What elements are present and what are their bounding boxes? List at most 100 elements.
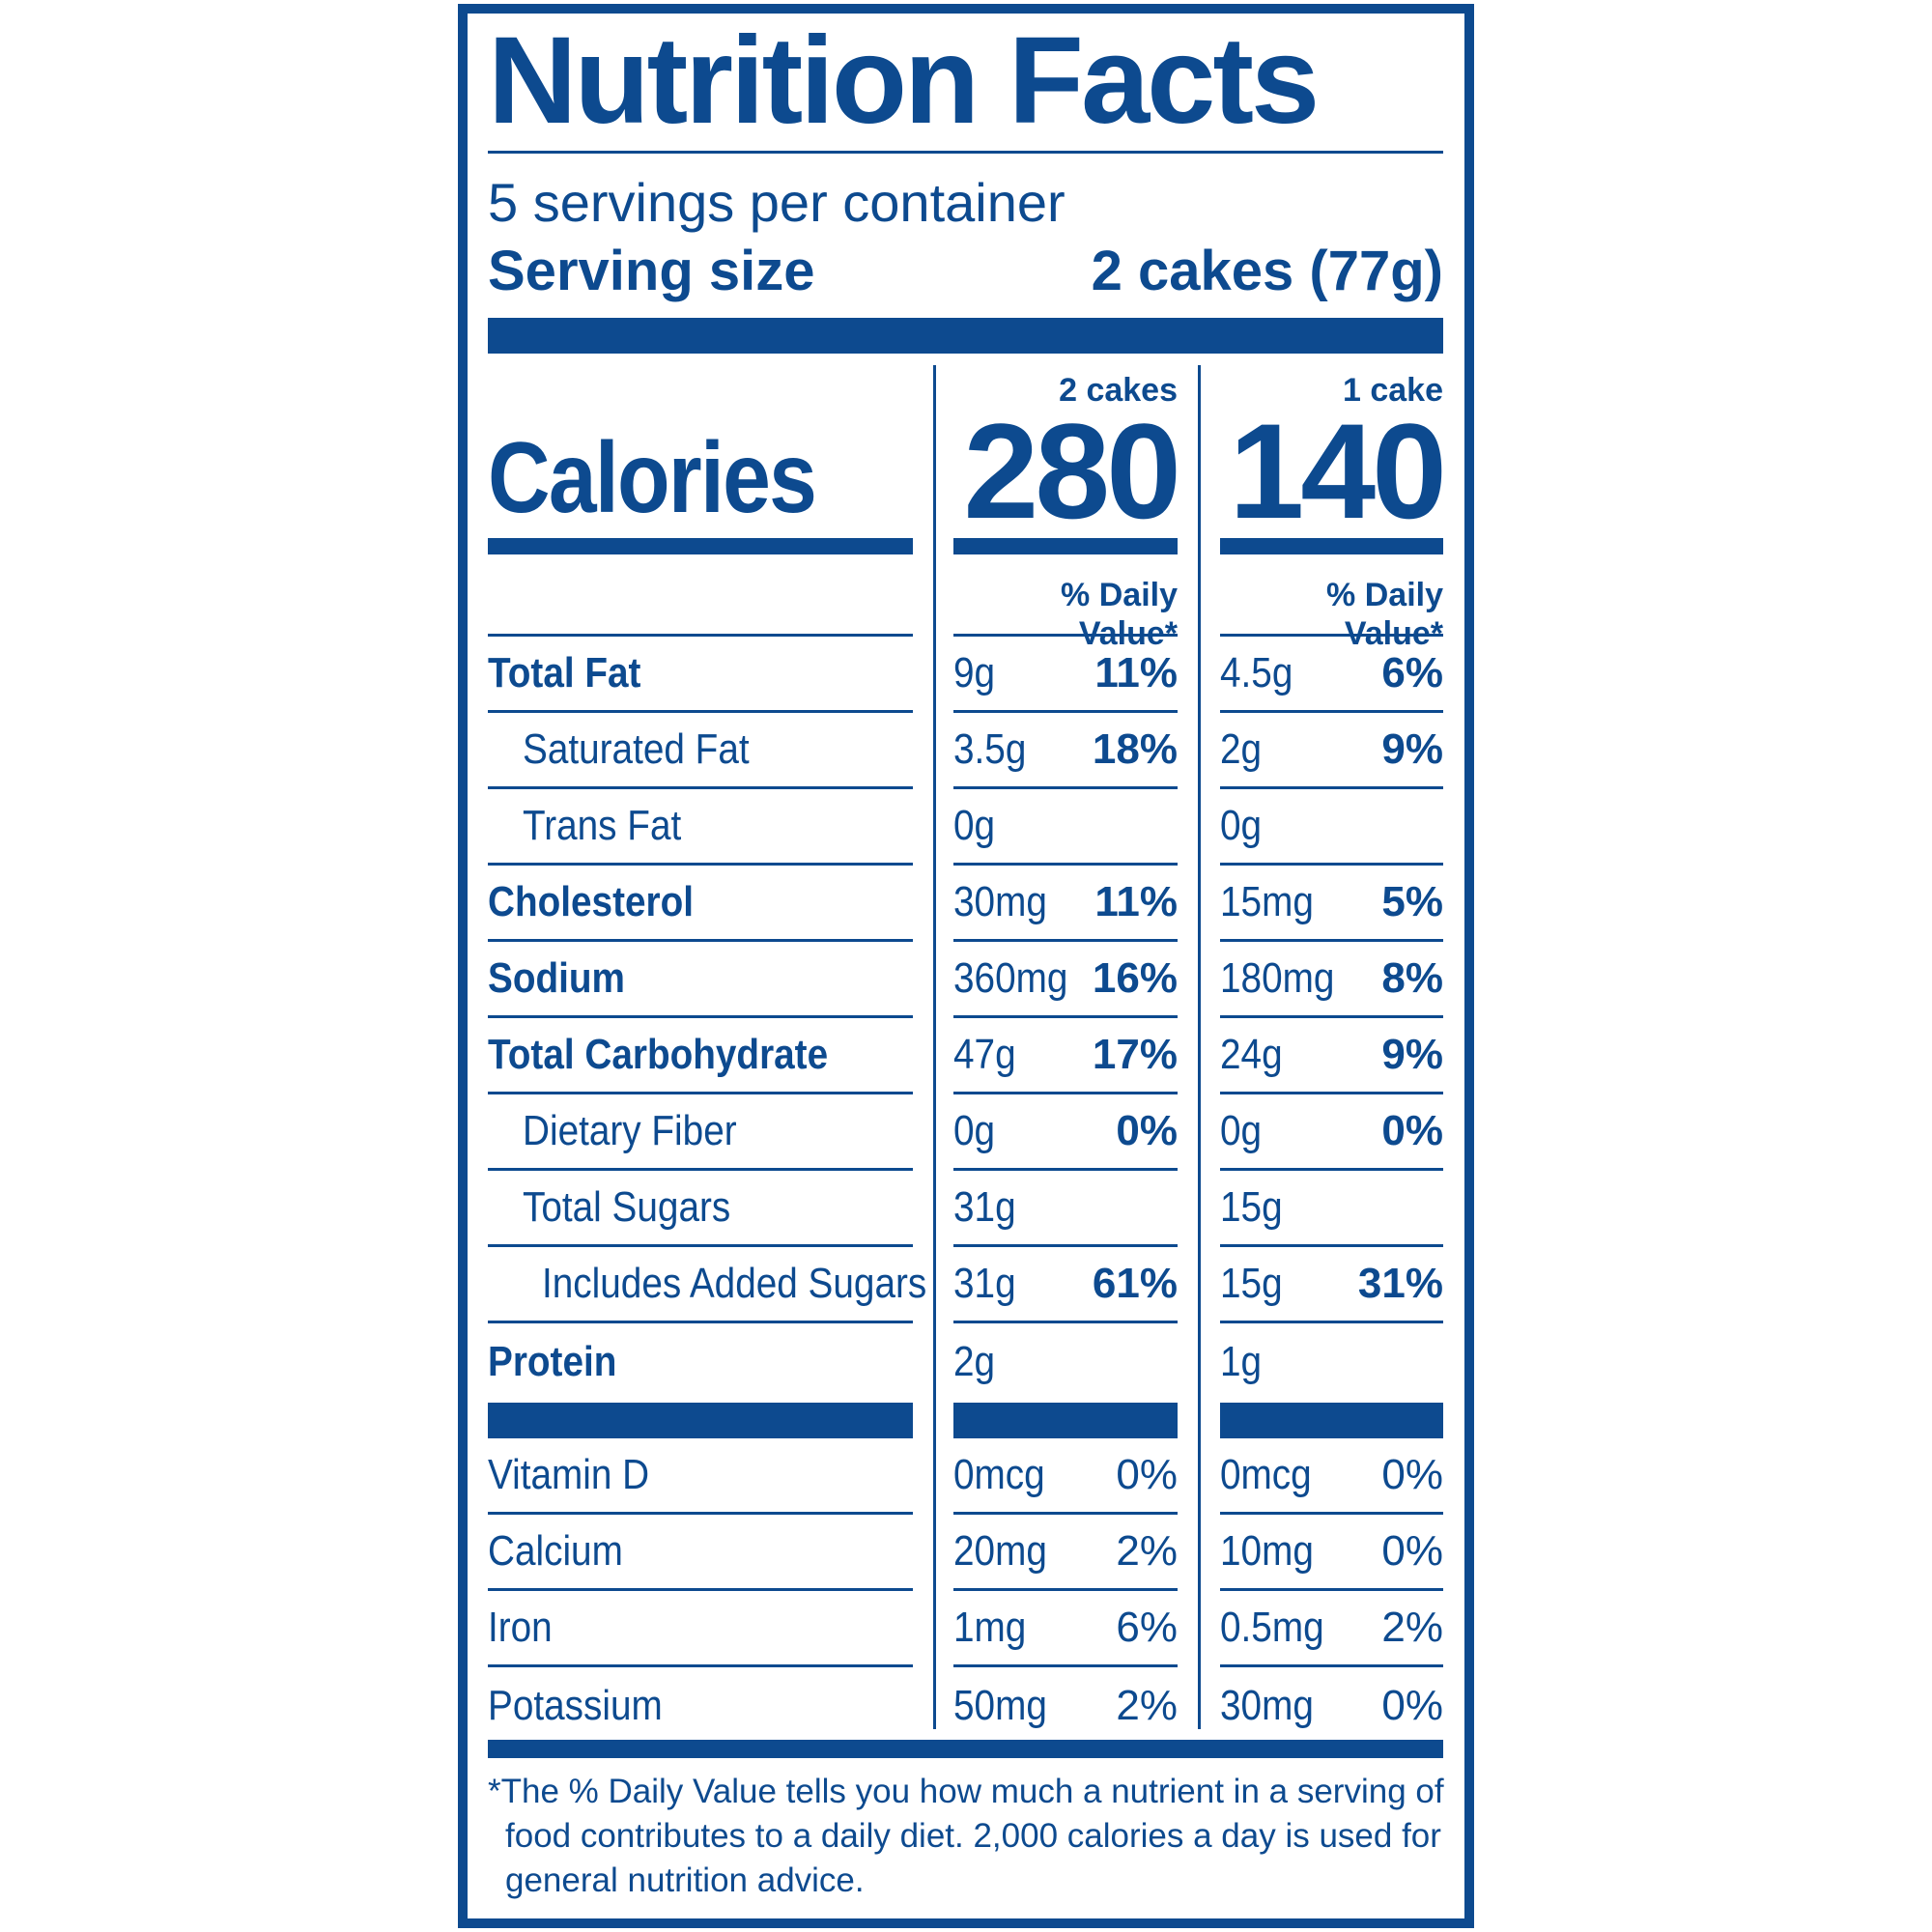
nutrient-values-col-2: 1g (1220, 1323, 1443, 1400)
calories-divider-col2 (1220, 538, 1443, 554)
nutrient-amount: 9g (953, 649, 996, 696)
nutrient-amount: 0g (953, 1107, 996, 1154)
nutrient-name: Total Carbohydrate (488, 1031, 829, 1078)
nutrient-daily-value: 11% (1094, 878, 1178, 925)
nutrient-values-col-1: 31g 61% (953, 1247, 1178, 1323)
nutrient-amount: 360mg (953, 954, 1068, 1002)
nutrient-values-col-1: 31g (953, 1171, 1178, 1247)
nutrient-name-cell: Iron (488, 1591, 913, 1667)
nutrient-values-col-1: 0g 0% (953, 1094, 1178, 1171)
footnote: *The % Daily Value tells you how much a … (488, 1770, 1444, 1903)
nutrient-daily-value: 9% (1381, 1031, 1443, 1078)
nutrient-name-cell: Protein (488, 1323, 913, 1400)
nutrient-values-col-2: 10mg 0% (1220, 1515, 1443, 1591)
nutrient-amount: 0mcg (1220, 1451, 1312, 1498)
vitamin-divider-name (488, 1403, 913, 1438)
nutrient-amount: 50mg (953, 1681, 1047, 1729)
nutrient-name-cell: Saturated Fat (488, 713, 913, 789)
nutrient-name-cell: Cholesterol (488, 866, 913, 942)
daily-value-header-2: % Daily Value* (1326, 577, 1443, 652)
nutrient-daily-value: 11% (1094, 649, 1178, 696)
nutrient-name: Total Fat (488, 649, 641, 696)
calories-value-1: 280 (963, 395, 1181, 547)
nutrition-label-border (458, 4, 1474, 1928)
nutrient-name: Calcium (488, 1527, 623, 1575)
footnote-divider (488, 1740, 1443, 1758)
calories-column-header-2: 1 cake (1343, 372, 1443, 409)
nutrient-amount: 15g (1220, 1183, 1283, 1231)
nutrient-values-col-1: 30mg 11% (953, 866, 1178, 942)
nutrient-name-cell: Total Fat (488, 637, 913, 713)
calories-column-header-1: 2 cakes (1059, 372, 1178, 409)
nutrient-amount: 30mg (953, 878, 1047, 925)
footnote-line-2: food contributes to a daily diet. 2,000 … (505, 1817, 1441, 1855)
nutrient-amount: 180mg (1220, 954, 1335, 1002)
nutrient-name: Trans Fat (523, 802, 682, 849)
nutrient-values-col-2: 0mcg 0% (1220, 1438, 1443, 1515)
nutrient-name-cell: Total Sugars (488, 1171, 913, 1247)
nutrient-values-col-2: 30mg 0% (1220, 1667, 1443, 1744)
nutrient-amount: 0g (1220, 802, 1263, 849)
nutrient-amount: 20mg (953, 1527, 1047, 1575)
serving-size-value: 2 cakes (77g) (1091, 240, 1443, 302)
nutrient-values-col-1: 2g (953, 1323, 1178, 1400)
nutrient-values-col-2: 0g (1220, 789, 1443, 866)
nutrient-amount: 10mg (1220, 1527, 1314, 1575)
nutrient-amount: 2g (1220, 725, 1263, 773)
serving-size-label: Serving size (488, 240, 815, 302)
title-divider (488, 151, 1443, 154)
nutrient-name: Iron (488, 1604, 553, 1651)
nutrient-values-col-2: 2g 9% (1220, 713, 1443, 789)
nutrient-daily-value: 8% (1381, 954, 1443, 1002)
nutrient-daily-value: 18% (1092, 725, 1178, 773)
nutrient-values-col-1: 0mcg 0% (953, 1438, 1178, 1515)
nutrient-amount: 1mg (953, 1604, 1027, 1651)
nutrient-values-col-2: 180mg 8% (1220, 942, 1443, 1018)
nutrient-values-col-2: 15g 31% (1220, 1247, 1443, 1323)
nutrient-daily-value: 16% (1092, 954, 1178, 1002)
nutrient-name-cell: Sodium (488, 942, 913, 1018)
nutrient-values-col-1: 47g 17% (953, 1018, 1178, 1094)
nutrient-name: Vitamin D (488, 1451, 650, 1498)
nutrient-name-cell: Trans Fat (488, 789, 913, 866)
nutrient-amount: 4.5g (1220, 649, 1293, 696)
nutrient-amount: 24g (1220, 1031, 1283, 1078)
nutrient-values-col-2: 0g 0% (1220, 1094, 1443, 1171)
nutrient-amount: 2g (953, 1337, 996, 1385)
nutrient-amount: 31g (953, 1183, 1016, 1231)
nutrient-daily-value: 9% (1381, 725, 1443, 773)
calories-label: Calories (488, 422, 817, 534)
nutrient-values-col-1: 50mg 2% (953, 1667, 1178, 1744)
rows-top-line-name (488, 634, 913, 637)
nutrient-values-col-1: 360mg 16% (953, 942, 1178, 1018)
nutrient-amount: 0g (953, 802, 996, 849)
nutrient-amount: 0.5mg (1220, 1604, 1324, 1651)
nutrient-amount: 47g (953, 1031, 1016, 1078)
nutrient-daily-value: 0% (1381, 1451, 1443, 1498)
vitamin-divider-col1 (953, 1403, 1178, 1438)
nutrient-daily-value: 61% (1092, 1260, 1178, 1307)
calories-divider-name (488, 538, 913, 554)
nutrient-amount: 1g (1220, 1337, 1263, 1385)
rows-top-line-col1 (953, 634, 1178, 637)
nutrient-daily-value: 0% (1381, 1527, 1443, 1575)
nutrient-name-cell: Potassium (488, 1667, 913, 1744)
nutrient-name-cell: Vitamin D (488, 1438, 913, 1515)
nutrient-name-cell: Dietary Fiber (488, 1094, 913, 1171)
nutrient-daily-value: 31% (1357, 1260, 1443, 1307)
vitamin-divider-col2 (1220, 1403, 1443, 1438)
nutrient-amount: 15mg (1220, 878, 1314, 925)
nutrient-daily-value: 6% (1116, 1604, 1178, 1651)
nutrient-values-col-1: 9g 11% (953, 637, 1178, 713)
serving-size-divider (488, 318, 1443, 354)
nutrient-daily-value: 17% (1092, 1031, 1178, 1078)
nutrient-daily-value: 0% (1116, 1107, 1178, 1154)
nutrient-values-col-1: 0g (953, 789, 1178, 866)
nutrient-name-cell: Calcium (488, 1515, 913, 1591)
nutrient-amount: 15g (1220, 1260, 1283, 1307)
servings-per-container: 5 servings per container (488, 172, 1065, 233)
nutrient-name: Total Sugars (523, 1183, 731, 1231)
nutrient-daily-value: 0% (1381, 1681, 1443, 1729)
nutrient-values-col-1: 20mg 2% (953, 1515, 1178, 1591)
nutrient-amount: 0g (1220, 1107, 1263, 1154)
